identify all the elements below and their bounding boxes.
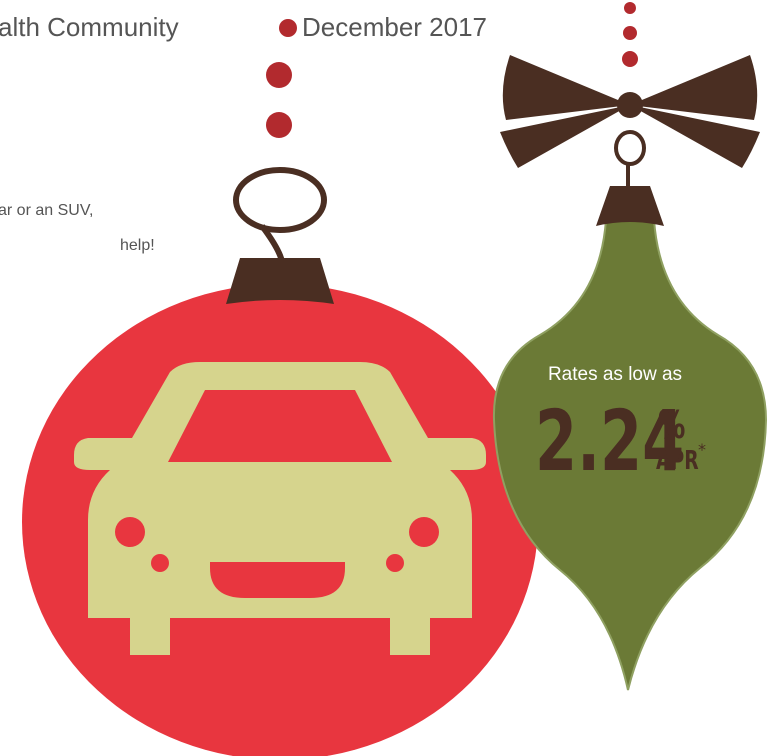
offer-footnote: * bbox=[698, 440, 706, 459]
grille bbox=[210, 562, 345, 598]
car-icon bbox=[74, 362, 486, 655]
offer-intro: Rates as low as bbox=[548, 364, 682, 385]
hook-loop bbox=[233, 167, 327, 233]
apr-group: APR bbox=[656, 446, 699, 476]
chain-dot bbox=[266, 62, 292, 88]
headlight bbox=[151, 554, 169, 572]
body-line: help! bbox=[120, 237, 155, 254]
body-line: ar or an SUV, bbox=[0, 202, 93, 219]
offer-rate: 2.24 bbox=[535, 393, 684, 491]
chain-dot bbox=[623, 26, 637, 40]
percent-group: % bbox=[658, 402, 685, 447]
green-ornament bbox=[492, 219, 768, 691]
ornament-cap bbox=[226, 258, 334, 304]
hook-loop bbox=[614, 130, 646, 166]
separator-dot bbox=[279, 19, 297, 37]
headlight bbox=[409, 517, 439, 547]
header-date: December 2017 bbox=[302, 12, 487, 42]
rate-group: 2.24 bbox=[535, 393, 684, 491]
bow bbox=[500, 55, 760, 168]
offer-unit: APR bbox=[656, 446, 699, 476]
headlight bbox=[115, 517, 145, 547]
offer-percent: % bbox=[658, 402, 685, 447]
header-title: alth Community bbox=[0, 12, 179, 42]
windshield bbox=[168, 390, 392, 462]
chain-dot bbox=[622, 51, 638, 67]
chain-dot bbox=[266, 112, 292, 138]
ornament-cap bbox=[596, 186, 664, 226]
chain-dot bbox=[624, 2, 636, 14]
headlight bbox=[386, 554, 404, 572]
